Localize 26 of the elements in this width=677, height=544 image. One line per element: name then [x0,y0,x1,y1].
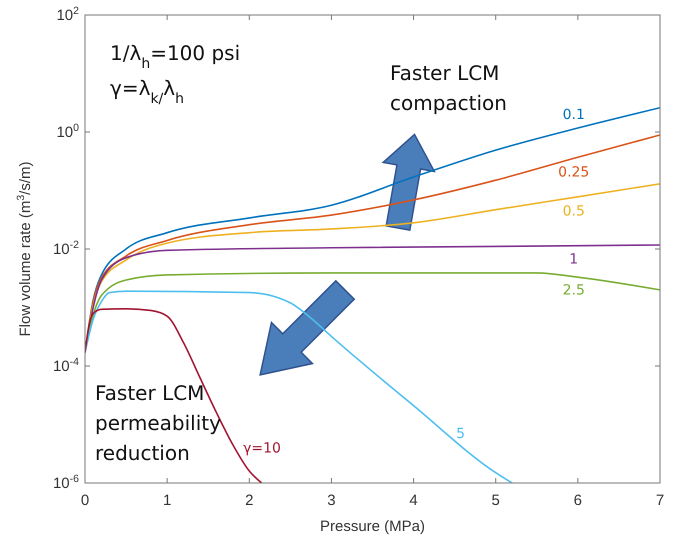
x-axis-title: Pressure (MPa) [320,518,426,535]
x-tick-label: 7 [656,492,664,509]
y-tick-label: 10$^{0}$ [56,122,80,141]
series-label: 0.1 [562,107,585,124]
line-series [85,290,513,483]
x-tick-label: 6 [574,492,582,509]
y-tick-label: 10$^{-6}$ [52,473,80,492]
y-tick-label: 10$^{2}$ [56,5,80,24]
y-tick-label: 10$^{-4}$ [52,356,80,375]
series-label: 1 [569,252,578,268]
series-label: γ=10 [243,440,281,456]
annotation: Faster LCM compaction [390,61,507,115]
series-label: 5 [456,426,465,442]
series-label: 2.5 [562,282,585,299]
annotation: 1/λ$_{h}$=100 psi [110,41,240,72]
y-tick-label: 10$^{-2}$ [52,239,80,258]
annotation: Faster LCM permeability reduction [95,381,222,465]
x-tick-label: 1 [162,492,172,509]
annotation: γ=λ$_{k/}$λ$_{h}$ [110,76,184,107]
series-label: 0.25 [558,164,590,180]
x-tick-label: 5 [492,492,500,509]
x-tick-label: 0 [80,492,90,509]
x-tick-label: 3 [327,492,336,509]
x-tick-label: 4 [409,492,418,509]
series-label: 0.5 [562,203,585,220]
x-tick-label: 2 [245,492,254,509]
